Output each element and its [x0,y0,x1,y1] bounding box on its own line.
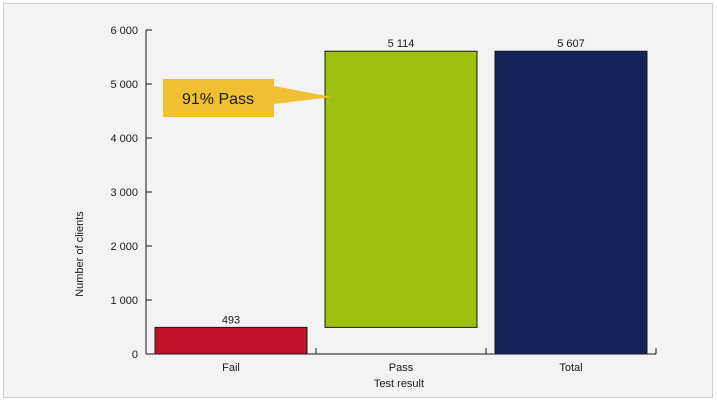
y-tick-label: 4 000 [110,133,138,145]
y-axis-title: Number of clients [74,211,86,297]
x-ticks [315,348,657,354]
bar-pass [324,50,478,328]
x-tick-label: Pass [389,362,414,374]
y-tick-label: 6 000 [110,25,138,37]
y-tick-label: 2 000 [110,241,138,253]
y-tick-label: 3 000 [110,187,138,199]
x-tick-labels: Fail Pass Total [222,362,582,374]
bars [154,50,648,355]
x-tick-label: Total [559,362,582,374]
x-axis-title: Test result [374,378,424,390]
bar-data-labels: 493 5 114 5 607 [222,38,585,326]
bar-value-label: 5 607 [557,38,585,50]
x-tick-label: Fail [222,362,240,374]
y-tick-label: 1 000 [110,295,138,307]
y-ticks: 0 1 000 2 000 3 000 4 000 5 000 6 000 [110,25,152,361]
bar-fail [154,326,308,355]
callout-label: 91% Pass [182,91,254,108]
bar-value-label: 5 114 [388,38,415,50]
bar-value-label: 493 [222,314,240,326]
pass-callout: 91% Pass [163,79,332,117]
y-tick-label: 0 [132,349,138,361]
callout-arrow [163,79,332,117]
bar-total [494,50,648,355]
y-tick-label: 5 000 [110,79,138,91]
